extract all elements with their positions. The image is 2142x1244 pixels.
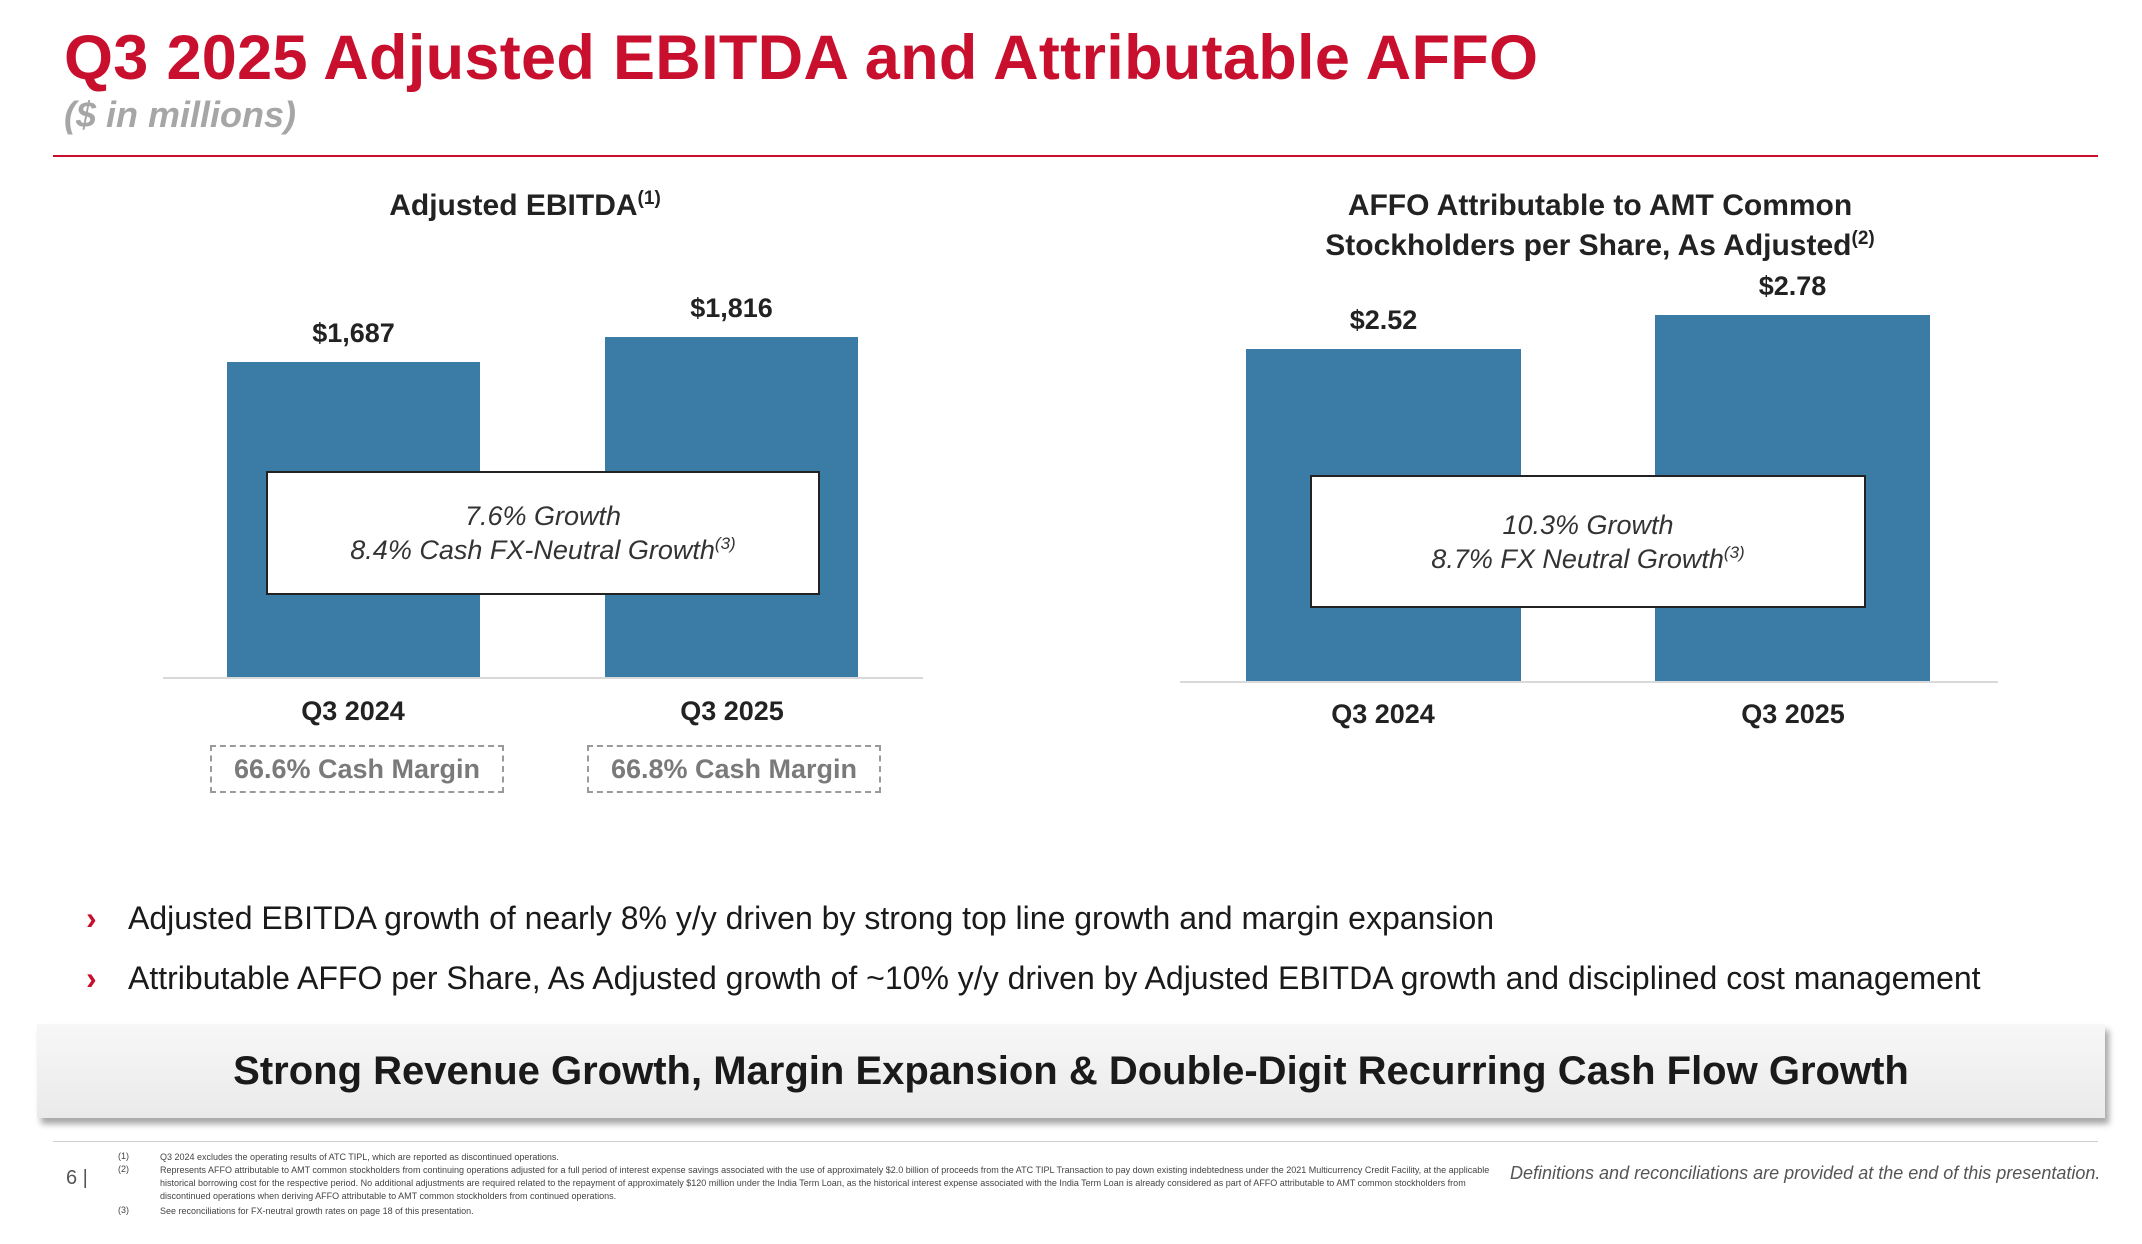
ebitda-growth-box: 7.6% Growth 8.4% Cash FX-Neutral Growth(… — [266, 471, 820, 595]
chevron-right-icon: › — [86, 900, 97, 936]
page-title: Q3 2025 Adjusted EBITDA and Attributable… — [64, 23, 1539, 93]
affo-category-q3-2025: Q3 2025 — [1741, 699, 1845, 729]
ebitda-value-label-q3-2024: $1,687 — [312, 317, 395, 348]
ebitda-growth-line-1: 7.6% Growth — [464, 501, 622, 531]
affo-category-q3-2024: Q3 2024 — [1331, 699, 1435, 729]
page-number: 6 | — [66, 1167, 88, 1189]
affo-growth-box: 10.3% Growth 8.7% FX Neutral Growth(3) — [1310, 475, 1866, 608]
ebitda-chart-title-text: Adjusted EBITDA — [389, 189, 638, 222]
ebitda-value-label-q3-2025: $1,816 — [690, 293, 773, 324]
affo-growth-line-1: 10.3% Growth — [1502, 509, 1674, 540]
footnote-mark-1: (1) — [118, 1151, 129, 1161]
footnote-text-1: Q3 2024 excludes the operating results o… — [160, 1152, 559, 1162]
ebitda-baseline — [163, 677, 923, 679]
ebitda-growth-line-2: 8.4% Cash FX-Neutral Growth(3) — [268, 533, 818, 567]
ebitda-category-q3-2024: Q3 2024 — [301, 696, 405, 726]
affo-title-footnote: (2) — [1851, 228, 1875, 249]
bullet-text-1: Adjusted EBITDA growth of nearly 8% y/y … — [128, 900, 1495, 936]
footer-divider — [53, 1141, 2098, 1142]
ebitda-chart-title: Adjusted EBITDA(1) — [260, 186, 790, 226]
affo-baseline — [1180, 681, 1998, 683]
ebitda-growth-line-2-text: 8.4% Cash FX-Neutral Growth — [350, 535, 715, 565]
footnote-text-2: Represents AFFO attributable to AMT comm… — [160, 1165, 1490, 1201]
footnote-mark-3: (3) — [118, 1205, 129, 1215]
affo-value-label-q3-2024: $2.52 — [1349, 305, 1418, 336]
bullet-item-1: › Adjusted EBITDA growth of nearly 8% y/y… — [86, 900, 1494, 937]
affo-chart-title-line-2: Stockholders per Share, As Adjusted — [1325, 229, 1852, 262]
footnote-mark-2: (2) — [118, 1164, 129, 1174]
ebitda-title-footnote: (1) — [637, 188, 661, 209]
ebitda-category-q3-2025: Q3 2025 — [680, 696, 784, 726]
affo-chart-title-line-1: AFFO Attributable to AMT Common — [1347, 189, 1853, 222]
cash-margin-q3-2025: 66.8% Cash Margin — [587, 745, 881, 793]
title-divider — [53, 155, 2098, 157]
affo-chart-title: AFFO Attributable to AMT Common Stockhol… — [1230, 186, 1970, 266]
summary-callout-banner: Strong Revenue Growth, Margin Expansion … — [37, 1024, 2105, 1118]
affo-growth-footnote: (3) — [1723, 542, 1745, 562]
page-subtitle: ($ in millions) — [64, 94, 297, 135]
cash-margin-q3-2024: 66.6% Cash Margin — [210, 745, 504, 793]
affo-chart-title-line-2-wrap: Stockholders per Share, As Adjusted(2) — [1230, 226, 1970, 266]
bullet-text-2: Attributable AFFO per Share, As Adjusted… — [128, 960, 1981, 996]
ebitda-growth-footnote: (3) — [714, 534, 736, 553]
chevron-right-icon: › — [86, 960, 97, 996]
affo-growth-line-2-text: 8.7% FX Neutral Growth — [1431, 543, 1724, 574]
affo-value-label-q3-2025: $2.78 — [1758, 270, 1827, 301]
bullet-item-2: › Attributable AFFO per Share, As Adjuste… — [86, 960, 1981, 997]
affo-growth-line-2: 8.7% FX Neutral Growth(3) — [1312, 542, 1864, 576]
footnote-text-3: See reconciliations for FX-neutral growt… — [160, 1206, 474, 1216]
definitions-note: Definitions and reconciliations are prov… — [1510, 1163, 2101, 1183]
